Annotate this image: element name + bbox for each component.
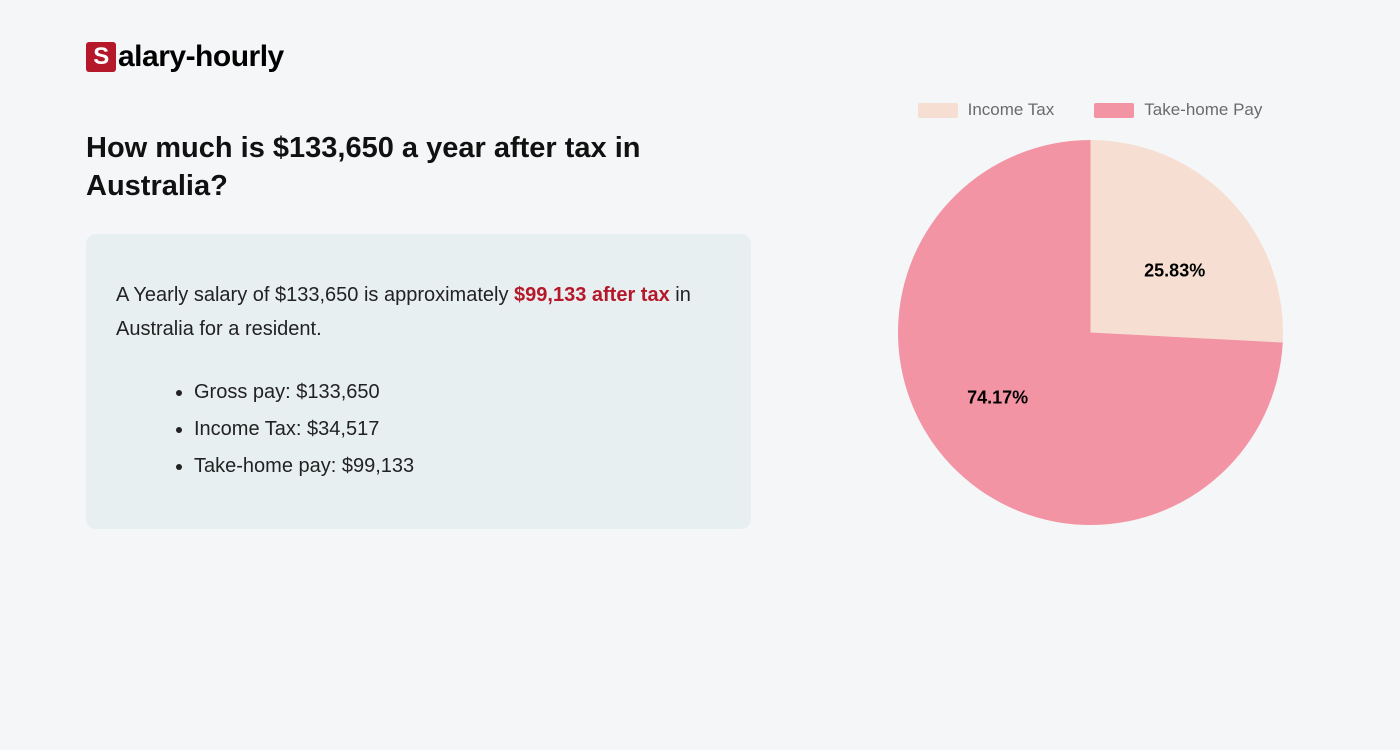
breakdown-list: Gross pay: $133,650 Income Tax: $34,517 … [116, 374, 719, 485]
slice-label-income-tax: 25.83% [1144, 260, 1205, 281]
summary-prefix: A Yearly salary of $133,650 is approxima… [116, 284, 514, 306]
legend-item-take-home: Take-home Pay [1094, 100, 1262, 120]
list-item: Income Tax: $34,517 [194, 411, 719, 448]
pie-svg [898, 140, 1283, 525]
pie-chart-area: Income Tax Take-home Pay 25.83% 74.17% [810, 100, 1370, 525]
summary-box: A Yearly salary of $133,650 is approxima… [86, 234, 751, 529]
slice-label-take-home: 74.17% [967, 387, 1028, 408]
list-item: Gross pay: $133,650 [194, 374, 719, 411]
legend-label: Income Tax [968, 100, 1055, 120]
pie-chart: 25.83% 74.17% [898, 140, 1283, 525]
site-logo: Salary-hourly [86, 40, 284, 74]
page-title: How much is $133,650 a year after tax in… [86, 130, 696, 205]
legend-swatch [1094, 103, 1134, 118]
logo-badge: S [86, 42, 116, 72]
summary-highlight: $99,133 after tax [514, 284, 670, 306]
list-item: Take-home pay: $99,133 [194, 448, 719, 485]
legend-label: Take-home Pay [1144, 100, 1262, 120]
logo-text: alary-hourly [118, 40, 284, 74]
legend-item-income-tax: Income Tax [918, 100, 1055, 120]
summary-text: A Yearly salary of $133,650 is approxima… [116, 278, 719, 346]
chart-legend: Income Tax Take-home Pay [810, 100, 1370, 120]
legend-swatch [918, 103, 958, 118]
